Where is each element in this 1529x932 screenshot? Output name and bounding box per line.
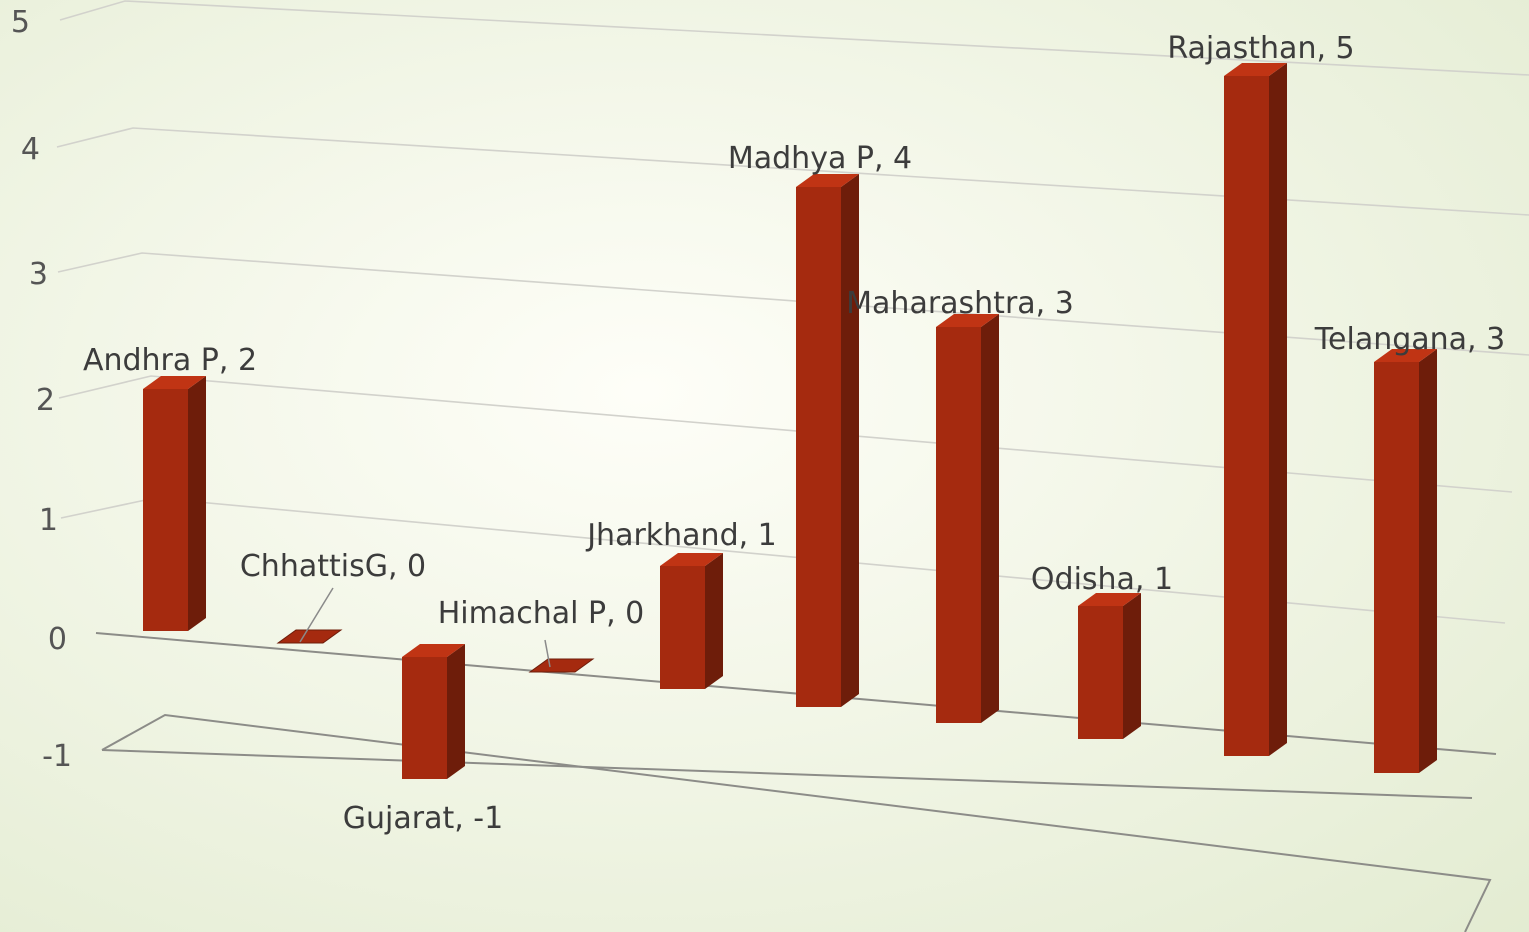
bar-side-gujarat <box>447 644 465 779</box>
bar-side-telangana <box>1419 349 1437 773</box>
data-label-gujarat: Gujarat, -1 <box>343 801 503 836</box>
bar-side-jharkhand <box>705 553 723 689</box>
floor-outline <box>101 713 1492 932</box>
bar-top-gujarat <box>402 644 465 657</box>
y-tick-label: 2 <box>36 383 55 418</box>
bar-odisha <box>1078 593 1141 739</box>
leader-lines <box>299 587 551 668</box>
bar-flat-himachal-p <box>528 658 595 673</box>
bar-top-jharkhand <box>660 553 723 566</box>
gridlines <box>56 0 1529 624</box>
bar-front-rajasthan <box>1224 76 1269 756</box>
bar-front-madhya-p <box>796 187 841 707</box>
gridline <box>56 127 1529 216</box>
gridline <box>58 375 1513 493</box>
data-label-telangana: Telangana, 3 <box>1314 322 1505 357</box>
data-label-odisha: Odisha, 1 <box>1031 562 1173 597</box>
bar-top-andhra-p <box>143 376 206 389</box>
gridline <box>57 252 1529 356</box>
floor-front-edge <box>101 749 1473 799</box>
data-label-maharashtra: Maharashtra, 3 <box>846 286 1074 321</box>
bar-jharkhand <box>660 553 723 689</box>
data-label-chhattisg: ChhattisG, 0 <box>240 549 426 584</box>
bar-front-odisha <box>1078 606 1123 739</box>
data-labels: Andhra P, 2 ChhattisG, 0 Gujarat, -1 Himach… <box>83 31 1505 836</box>
bar-telangana <box>1374 349 1437 773</box>
data-label-madhya-p: Madhya P, 4 <box>728 141 912 176</box>
bar-front-andhra-p <box>143 389 188 631</box>
bar-rajasthan <box>1224 63 1287 756</box>
y-tick-label: 4 <box>21 132 40 167</box>
bars <box>143 63 1437 779</box>
bar-front-maharashtra <box>936 327 981 723</box>
bar-side-maharashtra <box>981 314 999 723</box>
bar-side-madhya-p <box>841 174 859 707</box>
bar-top-maharashtra <box>936 314 999 327</box>
y-tick-label: 0 <box>48 622 67 657</box>
bar-chhattisg <box>276 629 343 644</box>
bar-top-telangana <box>1374 349 1437 362</box>
bar-andhra-p <box>143 376 206 631</box>
bar-top-odisha <box>1078 593 1141 606</box>
leader-line-chhattisg <box>299 587 334 643</box>
bar-front-gujarat <box>402 657 447 779</box>
data-label-andhra-p: Andhra P, 2 <box>83 343 257 378</box>
y-tick-label: 3 <box>29 257 48 292</box>
data-label-rajasthan: Rajasthan, 5 <box>1167 31 1354 66</box>
y-tick-label: -1 <box>42 739 72 774</box>
y-axis-ticks: 5 4 3 2 1 0 -1 <box>11 5 72 774</box>
bar-side-andhra-p <box>188 376 206 631</box>
bar-front-jharkhand <box>660 566 705 689</box>
bar-flat-chhattisg <box>276 629 343 644</box>
bar-side-odisha <box>1123 593 1141 739</box>
gridline <box>59 0 1529 76</box>
bar-himachal-p <box>528 658 595 673</box>
bar-front-telangana <box>1374 362 1419 773</box>
bar-gujarat <box>402 644 465 779</box>
bar-madhya-p <box>796 174 859 707</box>
bar-maharashtra <box>936 314 999 723</box>
y-tick-label: 5 <box>11 5 30 40</box>
data-label-jharkhand: Jharkhand, 1 <box>585 518 777 553</box>
bar-side-rajasthan <box>1269 63 1287 756</box>
bar-top-rajasthan <box>1224 63 1287 76</box>
data-label-himachal-p: Himachal P, 0 <box>438 596 645 631</box>
leader-line-himachal-p <box>544 639 551 668</box>
y-tick-label: 1 <box>39 503 58 538</box>
bar-top-madhya-p <box>796 174 859 187</box>
